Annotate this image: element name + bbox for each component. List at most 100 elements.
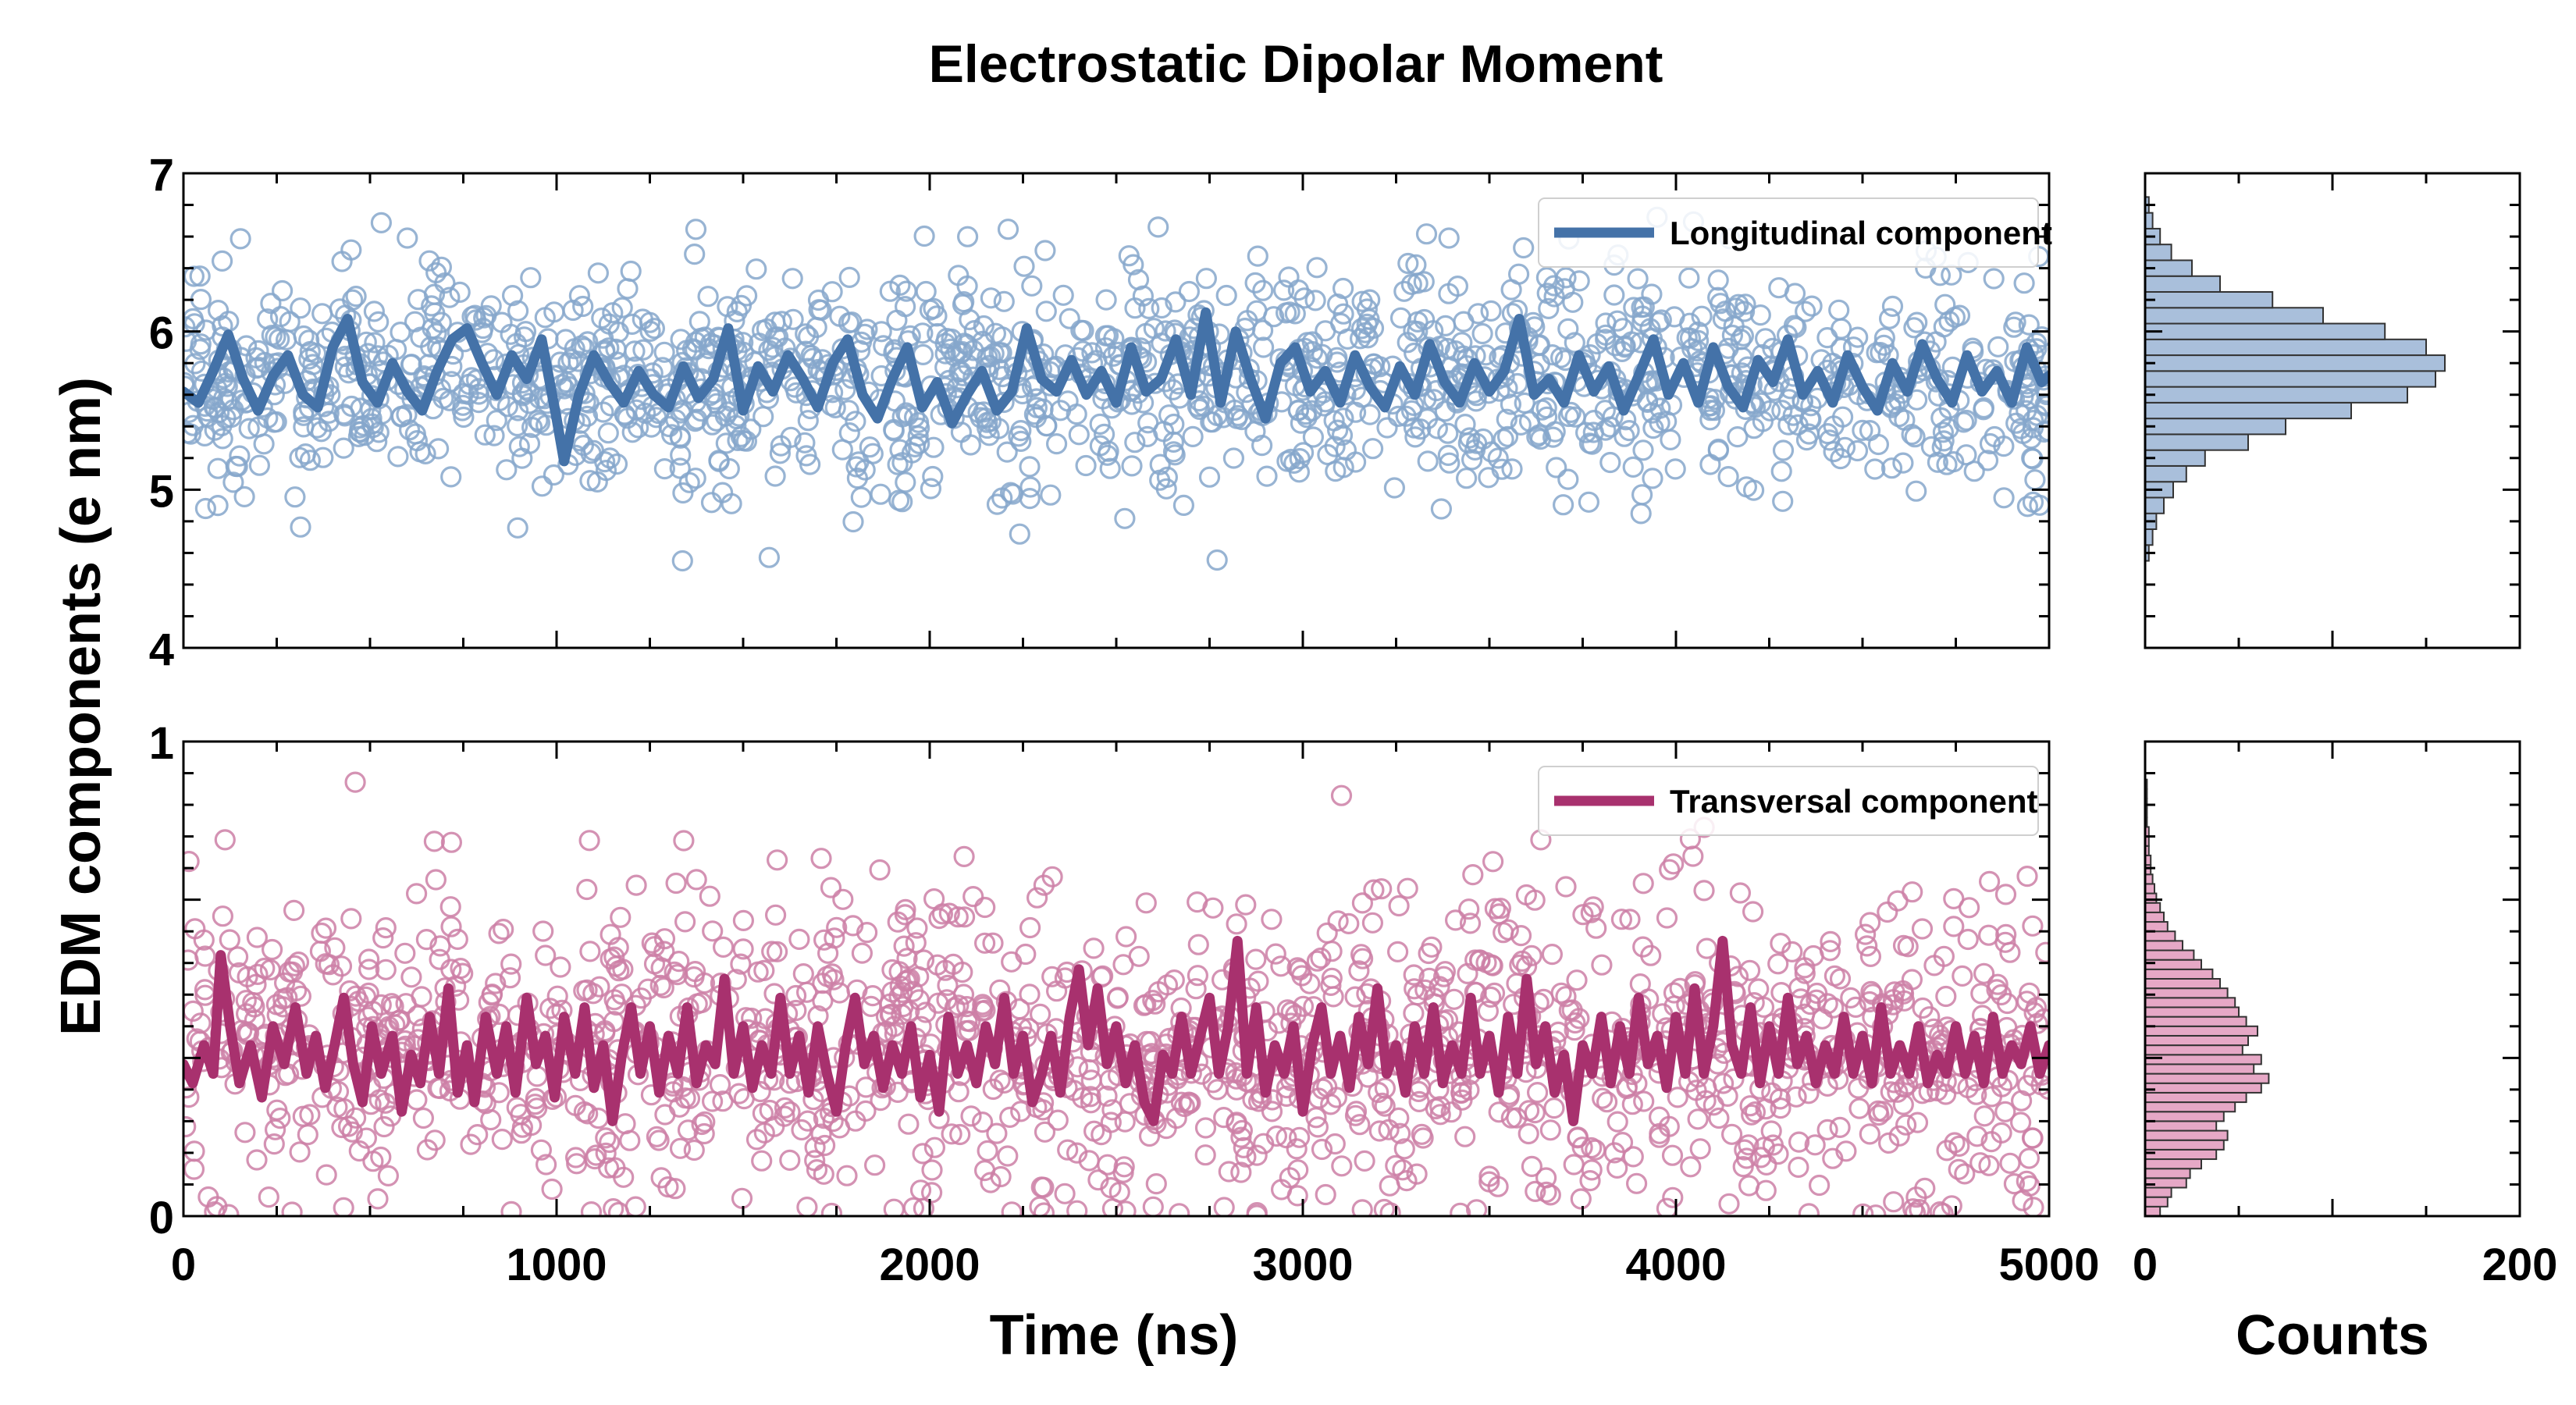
scatter-point xyxy=(1361,438,1384,460)
scatter-point xyxy=(1163,969,1185,991)
scatter-point xyxy=(1081,342,1103,364)
scatter-point xyxy=(1852,1203,1874,1216)
scatter-point xyxy=(1276,450,1298,472)
x-tick-label: 5000 xyxy=(1998,1240,2099,1290)
scatter-point xyxy=(1938,311,1960,333)
scatter-point xyxy=(496,459,518,481)
scatter-point xyxy=(1595,312,1617,334)
scatter-point xyxy=(2024,469,2046,491)
scatter-point xyxy=(820,1202,842,1216)
scatter-point xyxy=(1162,379,1184,400)
hist-bar xyxy=(2144,997,2236,1008)
scatter-point xyxy=(333,1097,355,1120)
scatter-point xyxy=(701,414,724,436)
scatter-point xyxy=(1026,887,1048,909)
scatter-point xyxy=(1389,307,1412,329)
scatter-point xyxy=(1114,507,1136,529)
scatter-point xyxy=(400,354,422,375)
scatter-point xyxy=(1487,1176,1509,1197)
hist-bar xyxy=(2144,1129,2229,1141)
scatter-point xyxy=(1270,1179,1293,1200)
scatter-point xyxy=(813,929,835,951)
hist-bar xyxy=(2144,433,2249,451)
scatter-point xyxy=(1859,1123,1880,1145)
scatter-point xyxy=(1230,1126,1252,1148)
scatter-point xyxy=(826,916,848,938)
x-tick-label: 2000 xyxy=(879,1240,980,1290)
scatter-point xyxy=(989,1069,1011,1091)
scatter-point xyxy=(834,379,856,400)
scatter-point xyxy=(1550,982,1572,1004)
scatter-point xyxy=(183,401,200,423)
scatter-point xyxy=(1095,289,1117,311)
scatter-point xyxy=(685,869,707,891)
scatter-point xyxy=(1994,1101,2016,1122)
scatter-point xyxy=(1010,419,1032,442)
scatter-point xyxy=(1626,1172,1648,1194)
scatter-point xyxy=(1289,959,1311,981)
hist-x-tick-label: 0 xyxy=(2133,1240,2158,1290)
scatter-point xyxy=(1373,1198,1395,1216)
scatter-point xyxy=(1933,430,1955,452)
scatter-point xyxy=(653,976,674,999)
scatter-point xyxy=(1948,1158,1969,1180)
scatter-point xyxy=(539,998,561,1019)
scatter-point xyxy=(612,959,634,980)
scatter-point xyxy=(1933,945,1955,967)
scatter-point xyxy=(1299,973,1321,994)
scatter-series xyxy=(183,771,2049,1216)
scatter-point xyxy=(904,436,926,458)
scatter-point xyxy=(1618,419,1640,442)
scatter-point xyxy=(207,457,229,479)
scatter-point xyxy=(1909,1199,1930,1216)
scatter-point xyxy=(1115,1200,1137,1216)
hist-bar xyxy=(2144,1006,2240,1018)
scatter-point xyxy=(1236,310,1258,332)
scatter-point xyxy=(526,1065,548,1087)
scatter-point xyxy=(1265,943,1286,965)
hist-bar xyxy=(2144,1054,2262,1065)
scatter-point xyxy=(1045,432,1068,455)
scatter-point xyxy=(620,260,642,283)
scatter-point xyxy=(1866,342,1888,364)
scatter-point xyxy=(1543,1097,1565,1119)
scatter-point xyxy=(368,311,390,333)
scatter-point xyxy=(488,923,510,944)
scatter-point xyxy=(1458,898,1480,920)
scatter-point xyxy=(1859,912,1881,934)
scatter-point xyxy=(1642,468,1663,489)
scatter-point xyxy=(972,330,994,352)
scatter-point xyxy=(1019,984,1041,1005)
scatter-point xyxy=(1466,1199,1488,1216)
scatter-point xyxy=(952,961,973,984)
scatter-point xyxy=(1564,332,1585,354)
hist-bar xyxy=(2144,1168,2191,1179)
scatter-point xyxy=(1103,328,1125,350)
scatter-point xyxy=(1261,1101,1283,1122)
y-axis-label: EDM components (e nm) xyxy=(50,377,112,1036)
scatter-point xyxy=(1350,944,1372,966)
hist-bar xyxy=(2144,1025,2258,1037)
scatter-point xyxy=(869,859,891,881)
scatter-point xyxy=(617,278,639,300)
scatter-point xyxy=(1415,223,1438,245)
scatter-point xyxy=(1066,1142,1088,1164)
scatter-point xyxy=(1603,284,1625,306)
scatter-point xyxy=(2003,1172,2025,1195)
scatter-point xyxy=(960,1105,982,1127)
scatter-point xyxy=(387,446,409,468)
scatter-point xyxy=(1403,1002,1425,1024)
scatter-point xyxy=(668,950,690,973)
scatter-point xyxy=(1444,340,1467,362)
scatter-point xyxy=(701,1090,724,1112)
scatter-point xyxy=(1320,974,1342,997)
scatter-point xyxy=(1832,406,1854,428)
scatter-point xyxy=(1480,441,1503,463)
y-tick-label: 7 xyxy=(149,150,174,201)
scatter-point xyxy=(330,955,353,977)
scatter-point xyxy=(685,331,707,353)
scatter-point xyxy=(535,944,557,966)
scatter-point xyxy=(683,966,705,988)
scatter-point xyxy=(921,1159,943,1181)
scatter-point xyxy=(1332,303,1354,325)
